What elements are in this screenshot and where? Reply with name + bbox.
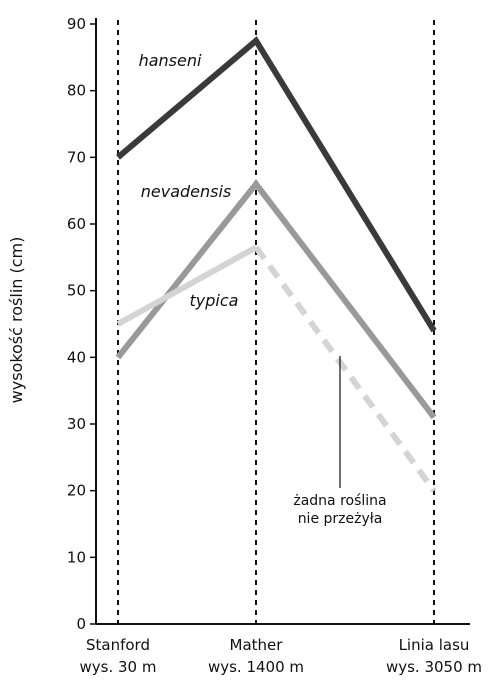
- x-tick-label: Stanford: [86, 636, 150, 654]
- category-dashed-lines: [117, 20, 435, 624]
- x-tick-sublabel: wys. 1400 m: [208, 658, 304, 676]
- y-tick-label: 40: [67, 348, 86, 366]
- y-axis-title: wysokość roślin (cm): [7, 237, 26, 404]
- x-tick-sublabel: wys. 30 m: [80, 658, 157, 676]
- series-label-nevadensis: nevadensis: [141, 182, 232, 201]
- y-tick-label: 0: [76, 615, 86, 633]
- x-ticks: Stanford wys. 30 m Mather wys. 1400 m Linia …: [80, 636, 483, 676]
- y-tick-label: 70: [67, 148, 86, 166]
- y-tick-label: 50: [67, 282, 86, 300]
- y-tick-label: 20: [67, 482, 86, 500]
- series-line-typica-solid: [116, 244, 258, 327]
- x-tick-label: Linia lasu: [399, 636, 470, 654]
- y-tick-label: 10: [67, 548, 86, 566]
- series-line-hanseni: [116, 36, 437, 333]
- axes: [95, 18, 470, 625]
- y-tick-label: 80: [67, 82, 86, 100]
- series-labels: hanseni nevadensis typica: [139, 51, 239, 310]
- series-label-typica: typica: [190, 291, 239, 310]
- x-tick-label: Mather: [230, 636, 284, 654]
- y-tick-label: 30: [67, 415, 86, 433]
- annotation-text: nie przeżyła: [298, 511, 383, 527]
- y-ticks: 0 10 20 30 40 50 60 70 80 90: [67, 15, 96, 633]
- annotation-text: żadna roślina: [293, 493, 386, 509]
- annotation: żadna roślina nie przeżyła: [293, 356, 387, 527]
- series-line-typica-dashed: [253, 245, 437, 493]
- x-tick-sublabel: wys. 3050 m: [386, 658, 482, 676]
- y-tick-label: 60: [67, 215, 86, 233]
- series-label-hanseni: hanseni: [139, 51, 202, 70]
- y-tick-label: 90: [67, 15, 86, 33]
- series-lines: [115, 36, 437, 493]
